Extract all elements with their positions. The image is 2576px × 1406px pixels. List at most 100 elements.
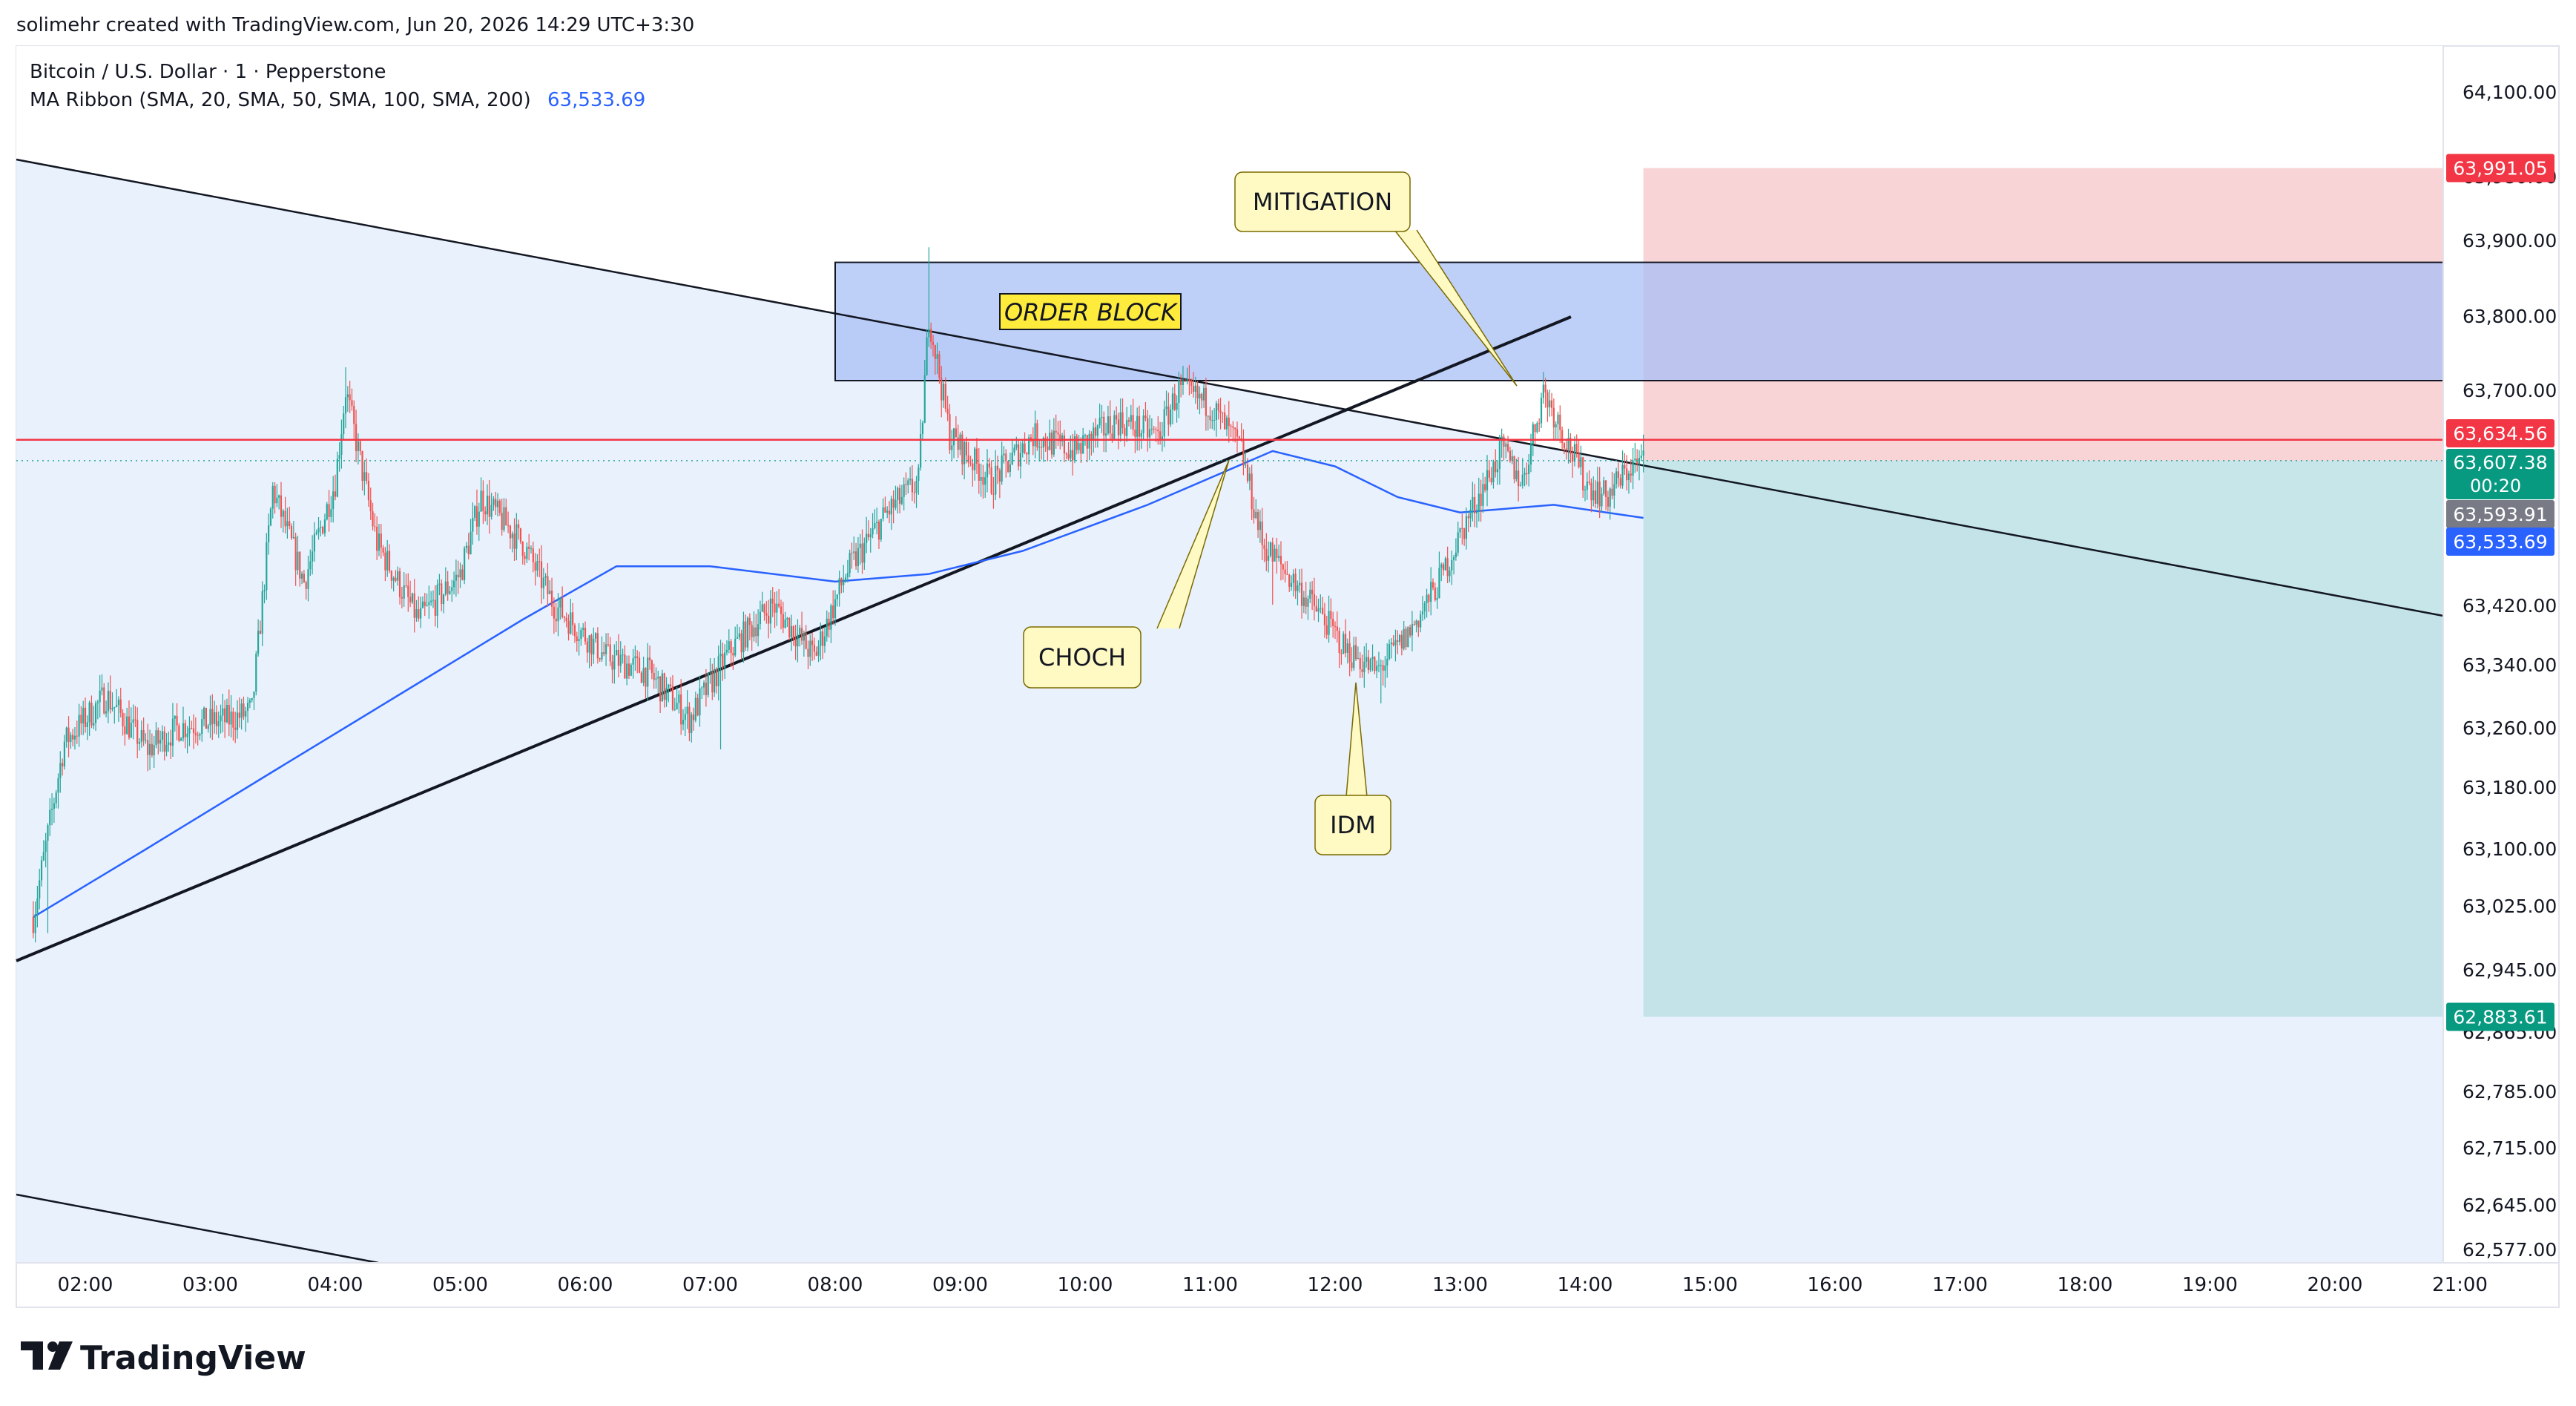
candle[interactable] [1205, 378, 1207, 431]
candle[interactable] [1584, 485, 1587, 502]
candle[interactable] [1290, 575, 1293, 591]
candle[interactable] [255, 651, 257, 696]
candle[interactable] [1297, 580, 1299, 605]
candle[interactable] [420, 597, 422, 628]
candle[interactable] [676, 686, 678, 710]
candle[interactable] [70, 732, 72, 749]
candle[interactable] [686, 690, 688, 729]
candle[interactable] [809, 634, 811, 666]
candle[interactable] [1256, 508, 1259, 538]
candle[interactable] [1405, 626, 1407, 650]
candle[interactable] [168, 732, 170, 752]
candle[interactable] [938, 350, 941, 384]
candle[interactable] [1219, 398, 1222, 430]
candle[interactable] [343, 405, 345, 439]
candle[interactable] [880, 518, 882, 542]
candle[interactable] [626, 655, 628, 686]
candle[interactable] [1251, 464, 1253, 520]
lower-channel-line[interactable] [16, 1193, 379, 1264]
candle[interactable] [1107, 405, 1109, 436]
candle[interactable] [374, 513, 376, 532]
candle[interactable] [1307, 595, 1309, 620]
candle[interactable] [1104, 422, 1107, 453]
candle[interactable] [1313, 577, 1316, 621]
candle[interactable] [501, 499, 503, 536]
candle[interactable] [555, 602, 557, 633]
candle[interactable] [455, 559, 457, 597]
candle[interactable] [1619, 474, 1621, 489]
candle[interactable] [840, 577, 843, 594]
candle[interactable] [1575, 434, 1578, 458]
candle[interactable] [34, 901, 36, 943]
candle[interactable] [691, 712, 693, 743]
candle[interactable] [921, 420, 924, 440]
candle[interactable] [1322, 597, 1324, 615]
candle[interactable] [936, 342, 938, 375]
candle[interactable] [1217, 398, 1219, 420]
candle[interactable] [444, 567, 447, 597]
candle[interactable] [1103, 411, 1105, 453]
candle[interactable] [1073, 430, 1076, 464]
candle[interactable] [395, 570, 397, 583]
candle[interactable] [1007, 461, 1009, 473]
candle[interactable] [828, 612, 830, 638]
candle[interactable] [1459, 528, 1461, 538]
candle[interactable] [1279, 541, 1282, 581]
candle[interactable] [1278, 544, 1280, 562]
mitigation-callout[interactable]: MITIGATION [1234, 171, 1518, 387]
candle[interactable] [1302, 591, 1305, 614]
candle[interactable] [944, 377, 946, 413]
candle[interactable] [1440, 562, 1443, 582]
candle[interactable] [1484, 476, 1486, 493]
candle[interactable] [1371, 644, 1374, 671]
candle[interactable] [1026, 452, 1028, 464]
candle[interactable] [974, 447, 976, 481]
candle[interactable] [509, 525, 511, 549]
candle[interactable] [1192, 372, 1195, 398]
candle[interactable] [1442, 562, 1445, 576]
candle[interactable] [99, 674, 101, 717]
candle[interactable] [1334, 621, 1337, 640]
candle[interactable] [990, 460, 992, 495]
candle[interactable] [238, 697, 240, 728]
candle[interactable] [800, 611, 803, 645]
candle[interactable] [452, 571, 455, 595]
candle[interactable] [888, 501, 891, 524]
candle[interactable] [1178, 372, 1180, 418]
candle[interactable] [670, 677, 672, 692]
candle[interactable] [1148, 415, 1151, 449]
candle[interactable] [980, 463, 982, 497]
candle[interactable] [590, 634, 593, 667]
candle[interactable] [570, 599, 572, 635]
candle[interactable] [593, 627, 595, 664]
candle[interactable] [1426, 588, 1428, 618]
tradingview-logo[interactable]: TradingView [21, 1339, 306, 1377]
candle[interactable] [648, 645, 651, 670]
candle[interactable] [1292, 569, 1294, 597]
candle[interactable] [913, 481, 915, 504]
candle[interactable] [717, 645, 719, 701]
candle[interactable] [573, 622, 576, 643]
candle[interactable] [578, 622, 580, 656]
candle[interactable] [1132, 398, 1134, 436]
candle[interactable] [725, 640, 728, 656]
candle[interactable] [465, 542, 468, 553]
candle[interactable] [1444, 556, 1446, 571]
candle[interactable] [876, 507, 878, 535]
candle[interactable] [830, 603, 832, 643]
candle[interactable] [748, 613, 751, 641]
candle[interactable] [418, 596, 420, 622]
candle[interactable] [392, 576, 395, 592]
candle[interactable] [171, 703, 174, 757]
candle[interactable] [434, 585, 436, 627]
candle[interactable] [197, 732, 199, 746]
candle[interactable] [390, 570, 392, 589]
candle[interactable] [184, 719, 186, 749]
candle[interactable] [147, 723, 149, 772]
candle[interactable] [1320, 594, 1322, 614]
candle[interactable] [511, 531, 513, 553]
candle[interactable] [1245, 451, 1247, 469]
candle[interactable] [111, 692, 113, 712]
candle[interactable] [1549, 390, 1551, 417]
candle[interactable] [405, 574, 407, 588]
